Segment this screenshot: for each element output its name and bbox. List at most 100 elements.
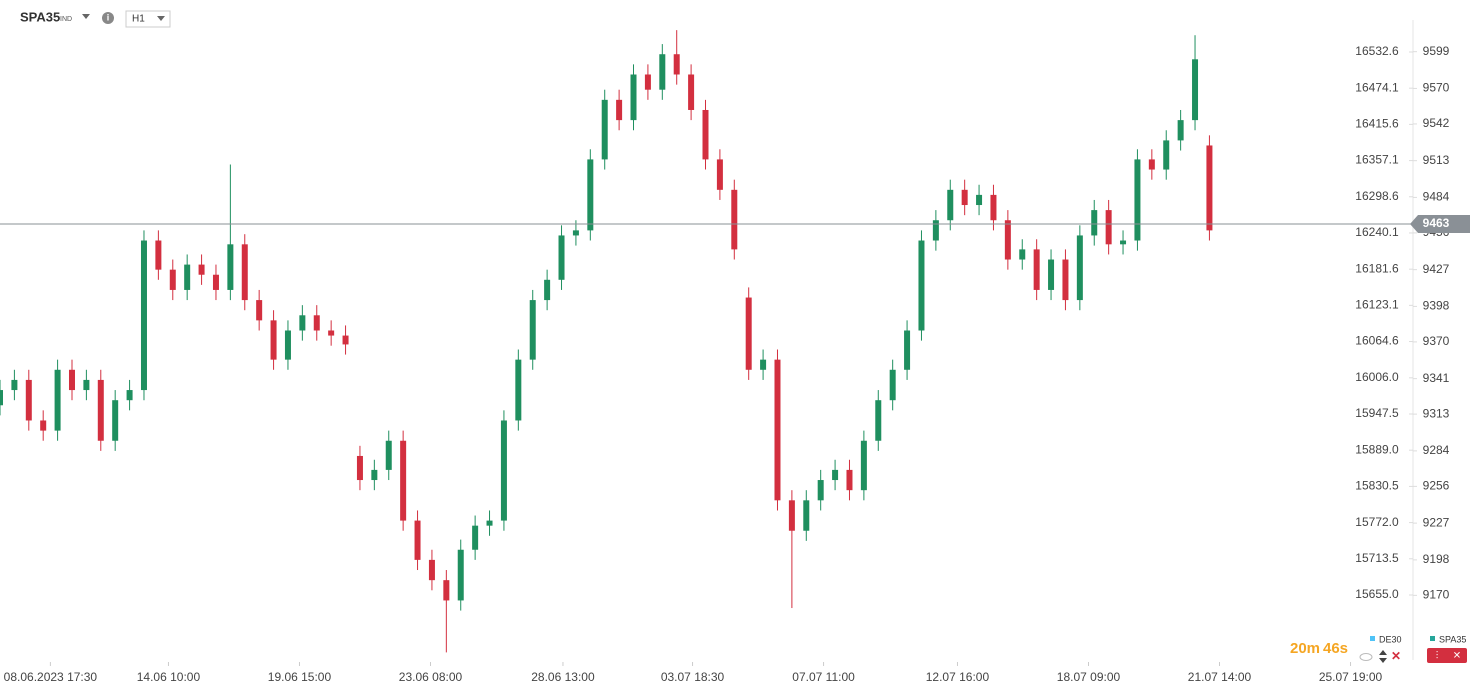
instrument-type: IND bbox=[60, 16, 72, 23]
candle-body bbox=[1148, 159, 1155, 170]
candle-body bbox=[284, 330, 291, 360]
move-up-icon[interactable] bbox=[1379, 650, 1387, 655]
symbol-title[interactable]: SPA35 bbox=[20, 9, 60, 24]
candle-body bbox=[558, 235, 565, 280]
y2-tick-label: 15889.0 bbox=[1355, 442, 1399, 456]
candle-body bbox=[904, 330, 911, 370]
candle-body bbox=[198, 264, 205, 275]
y-tick-label: 9513 bbox=[1423, 153, 1450, 167]
candle-body bbox=[1062, 259, 1069, 301]
legend-label[interactable]: DE30 bbox=[1379, 634, 1402, 644]
candle-body bbox=[371, 469, 378, 481]
info-icon-glyph: i bbox=[107, 12, 110, 22]
candle-body bbox=[745, 297, 752, 370]
timeframe-dropdown bbox=[157, 16, 165, 21]
candle-body bbox=[0, 390, 3, 406]
candle-body bbox=[472, 525, 479, 550]
y2-tick-label: 16240.1 bbox=[1355, 225, 1399, 239]
candle-body bbox=[126, 390, 133, 401]
candle-body bbox=[846, 469, 853, 491]
candle-body bbox=[731, 189, 738, 250]
candle-body bbox=[961, 189, 968, 206]
timer-minutes: 20m bbox=[1290, 640, 1320, 657]
x-tick-label: 07.07 11:00 bbox=[792, 670, 855, 684]
y2-tick-label: 16181.6 bbox=[1355, 261, 1399, 275]
current-price-tag bbox=[1410, 215, 1470, 234]
candle-body bbox=[788, 500, 795, 531]
candle-body bbox=[270, 320, 277, 360]
y2-tick-label: 16474.1 bbox=[1355, 80, 1399, 94]
candle-body bbox=[1177, 120, 1184, 141]
candle-body bbox=[68, 369, 75, 391]
candle-body bbox=[659, 54, 666, 90]
candle-body bbox=[486, 520, 493, 526]
candle-body bbox=[1091, 210, 1098, 236]
y2-tick-label: 15772.0 bbox=[1355, 515, 1399, 529]
candle-body bbox=[932, 220, 939, 241]
candle-body bbox=[803, 500, 810, 531]
visibility-icon[interactable] bbox=[1359, 653, 1373, 661]
y-tick-label: 9227 bbox=[1423, 515, 1450, 529]
candle-body bbox=[1019, 249, 1026, 260]
candle-body bbox=[572, 230, 579, 236]
y2-tick-label: 15947.5 bbox=[1355, 406, 1399, 420]
x-tick-label: 08.06.2023 17:30 bbox=[4, 670, 98, 684]
x-tick-label: 19.06 15:00 bbox=[268, 670, 332, 684]
candle-body bbox=[918, 240, 925, 331]
move-down-icon[interactable] bbox=[1379, 658, 1387, 663]
candle-body bbox=[212, 274, 219, 290]
y-tick-label: 9370 bbox=[1423, 334, 1450, 348]
candle-body bbox=[529, 300, 536, 360]
close-icon[interactable]: ✕ bbox=[1453, 651, 1461, 662]
candle-body bbox=[227, 244, 234, 290]
info-icon[interactable] bbox=[102, 12, 114, 24]
y-tick-label: 9599 bbox=[1423, 44, 1450, 58]
x-tick-label: 25.07 19:00 bbox=[1319, 670, 1383, 684]
candle-body bbox=[443, 580, 450, 601]
y2-tick-label: 16357.1 bbox=[1355, 153, 1399, 167]
remove-icon[interactable]: ✕ bbox=[1391, 649, 1401, 663]
y-tick-label: 9542 bbox=[1423, 116, 1450, 130]
candle-body bbox=[947, 189, 954, 221]
candle-body bbox=[155, 240, 162, 270]
candle-body bbox=[875, 400, 882, 441]
candle-body bbox=[11, 379, 18, 391]
y-tick-label: 9570 bbox=[1423, 81, 1450, 95]
settings-icon[interactable]: ⫶ bbox=[1436, 651, 1439, 662]
candle-body bbox=[299, 315, 306, 331]
candle-body bbox=[241, 244, 248, 301]
x-tick-label: 28.06 13:00 bbox=[531, 670, 595, 684]
candle-body bbox=[644, 74, 651, 90]
candle-body bbox=[688, 74, 695, 110]
timeframe-select[interactable] bbox=[125, 10, 171, 28]
candle-body bbox=[832, 469, 839, 481]
y-tick-label: 9398 bbox=[1423, 299, 1450, 313]
candle-body bbox=[630, 74, 637, 121]
candle-body bbox=[25, 379, 32, 421]
settings-buttons[interactable] bbox=[1427, 648, 1467, 663]
y2-tick-label: 16532.6 bbox=[1355, 44, 1399, 58]
candle-body bbox=[1048, 259, 1055, 290]
y-tick-label: 9313 bbox=[1423, 406, 1450, 420]
x-tick-label: 21.07 14:00 bbox=[1188, 670, 1252, 684]
y2-tick-label: 16298.6 bbox=[1355, 189, 1399, 203]
candle-body bbox=[457, 549, 464, 601]
y2-tick-label: 16123.1 bbox=[1355, 298, 1399, 312]
candle-body bbox=[673, 54, 680, 75]
y-tick-label: 9170 bbox=[1423, 588, 1450, 602]
candle-body bbox=[774, 359, 781, 501]
symbol-dropdown[interactable] bbox=[82, 14, 90, 19]
candle-body bbox=[616, 99, 623, 121]
candle-body bbox=[515, 359, 522, 421]
candle-body bbox=[356, 455, 363, 481]
legend-label[interactable]: SPA35 bbox=[1439, 634, 1466, 644]
candle-body bbox=[889, 369, 896, 401]
x-tick-label: 03.07 18:30 bbox=[661, 670, 725, 684]
candle-body bbox=[1163, 140, 1170, 170]
candle-body bbox=[1004, 220, 1011, 260]
candle-body bbox=[716, 159, 723, 190]
candle-body bbox=[976, 194, 983, 206]
candle-body bbox=[1192, 59, 1199, 121]
current-price-label: 9463 bbox=[1423, 216, 1450, 230]
